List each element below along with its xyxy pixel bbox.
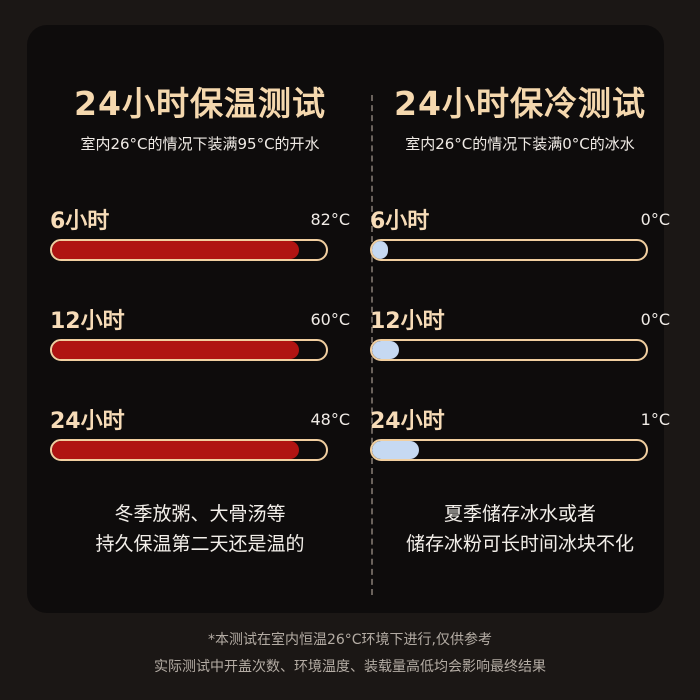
progress-bar bbox=[370, 339, 648, 361]
progress-fill bbox=[52, 341, 299, 359]
row-label: 24小时 bbox=[50, 409, 125, 434]
note-line: 储存冰粉可长时间冰块不化 bbox=[405, 533, 634, 555]
row-label: 24小时 bbox=[370, 409, 445, 434]
row-value: 48°C bbox=[310, 410, 350, 429]
warm-row-6h: 6小时 82°C bbox=[50, 203, 350, 263]
note-line: 持久保温第二天还是温的 bbox=[95, 533, 305, 555]
progress-bar bbox=[370, 239, 648, 261]
test-card: 24小时保温测试 室内26°C的情况下装满95°C的开水 6小时 82°C 12… bbox=[27, 25, 670, 613]
warm-row-12h: 12小时 60°C bbox=[50, 303, 350, 363]
row-value: 60°C bbox=[310, 310, 350, 329]
row-label: 6小时 bbox=[370, 209, 430, 234]
progress-fill bbox=[52, 441, 299, 459]
cold-test-title: 24小时保冷测试 bbox=[394, 84, 646, 123]
warm-note: 冬季放粥、大骨汤等 持久保温第二天还是温的 bbox=[50, 499, 350, 559]
row-label: 6小时 bbox=[50, 209, 110, 234]
progress-bar bbox=[370, 439, 648, 461]
progress-fill bbox=[372, 241, 389, 259]
note-line: 夏季储存冰水或者 bbox=[443, 503, 596, 525]
row-label: 12小时 bbox=[370, 309, 445, 334]
progress-bar bbox=[50, 439, 328, 461]
progress-fill bbox=[372, 341, 400, 359]
progress-fill bbox=[52, 241, 299, 259]
note-line: 冬季放粥、大骨汤等 bbox=[114, 503, 286, 525]
progress-bar bbox=[50, 339, 328, 361]
cold-row-24h: 24小时 1°C bbox=[370, 403, 670, 463]
cold-note: 夏季储存冰水或者 储存冰粉可长时间冰块不化 bbox=[370, 499, 670, 559]
warm-test-subtitle: 室内26°C的情况下装满95°C的开水 bbox=[80, 135, 320, 153]
progress-fill bbox=[372, 441, 419, 459]
warm-row-24h: 24小时 48°C bbox=[50, 403, 350, 463]
row-value: 0°C bbox=[640, 210, 670, 229]
cold-row-6h: 6小时 0°C bbox=[370, 203, 670, 263]
row-value: 1°C bbox=[640, 410, 670, 429]
cold-test-subtitle: 室内26°C的情况下装满0°C的冰水 bbox=[405, 135, 635, 153]
row-value: 0°C bbox=[640, 310, 670, 329]
footer-disclaimer: *本测试在室内恒温26°C环境下进行,仅供参考 bbox=[207, 632, 493, 648]
cold-row-12h: 12小时 0°C bbox=[370, 303, 670, 363]
footer-note: 实际测试中开盖次数、环境温度、装载量高低均会影响最终结果 bbox=[154, 659, 546, 675]
row-value: 82°C bbox=[310, 210, 350, 229]
progress-bar bbox=[50, 239, 328, 261]
warm-test-title: 24小时保温测试 bbox=[74, 84, 326, 123]
row-label: 12小时 bbox=[50, 309, 125, 334]
